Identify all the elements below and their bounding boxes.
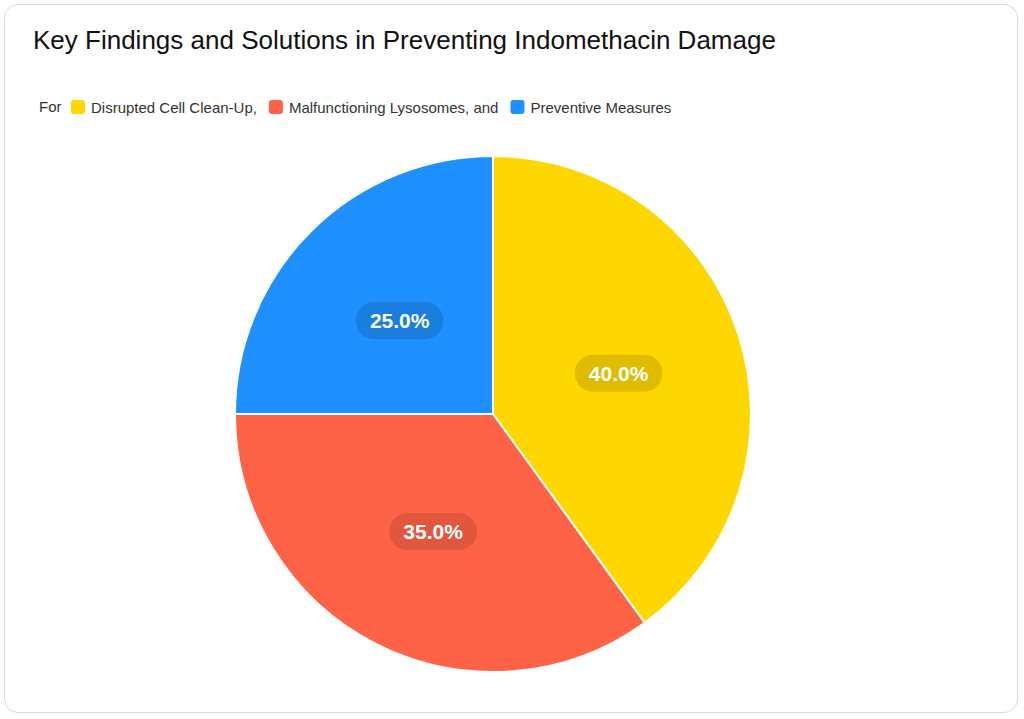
svg-text:35.0%: 35.0% [403, 520, 463, 543]
svg-text:Preventive Measures: Preventive Measures [530, 99, 671, 116]
svg-text:Malfunctioning Lysosomes, and: Malfunctioning Lysosomes, and [289, 99, 499, 116]
svg-text:25.0%: 25.0% [370, 309, 430, 332]
svg-text:40.0%: 40.0% [589, 362, 649, 385]
svg-text:Key Findings and Solutions in: Key Findings and Solutions in Preventing… [33, 25, 776, 55]
svg-text:For: For [39, 98, 62, 115]
svg-text:Disrupted Cell Clean-Up,: Disrupted Cell Clean-Up, [91, 99, 257, 116]
